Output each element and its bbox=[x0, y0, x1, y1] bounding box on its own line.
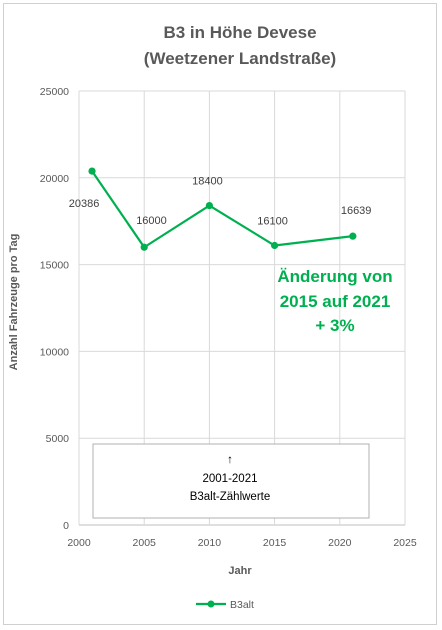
chart-title-line-1: B3 in Höhe Devese bbox=[163, 23, 316, 42]
info-box: ↑ 2001-2021 B3alt-Zählwerte bbox=[92, 443, 370, 519]
data-label: 16639 bbox=[341, 205, 372, 217]
data-label: 20386 bbox=[69, 198, 100, 210]
chart-frame: B3 in Höhe Devese (Weetzener Landstraße)… bbox=[3, 3, 437, 625]
data-point bbox=[271, 241, 279, 250]
series-b3alt bbox=[88, 167, 357, 251]
x-tick-label: 2000 bbox=[67, 537, 91, 549]
x-axis-title: Jahr bbox=[228, 565, 252, 577]
data-label: 16000 bbox=[136, 215, 167, 227]
y-tick-label: 20000 bbox=[40, 173, 69, 185]
data-label: 18400 bbox=[192, 176, 223, 188]
info-box-line-2: B3alt-Zählwerte bbox=[190, 491, 271, 503]
data-point bbox=[140, 243, 148, 251]
x-tick-label: 2010 bbox=[198, 537, 222, 549]
info-box-border bbox=[92, 443, 370, 519]
line-chart: B3 in Höhe Devese (Weetzener Landstraße)… bbox=[8, 23, 417, 611]
data-point bbox=[349, 232, 357, 240]
legend-label: B3alt bbox=[230, 599, 254, 611]
change-annotation-line-1: Änderung von bbox=[277, 267, 392, 286]
y-tick-label: 5000 bbox=[46, 433, 70, 445]
y-tick-label: 15000 bbox=[40, 260, 69, 272]
data-label: 16100 bbox=[257, 216, 288, 228]
x-tick-label: 2025 bbox=[393, 537, 417, 549]
y-axis-title: Anzahl Fahrzeuge pro Tag bbox=[8, 234, 20, 371]
legend: B3alt bbox=[196, 599, 254, 611]
y-tick-label: 0 bbox=[63, 520, 69, 532]
x-tick-labels: 2000 2005 2010 2015 2020 2025 bbox=[67, 537, 417, 549]
change-annotation-line-2: 2015 auf 2021 bbox=[280, 292, 391, 311]
y-tick-label: 10000 bbox=[40, 346, 69, 358]
info-box-line-1: 2001-2021 bbox=[203, 473, 258, 485]
data-labels: 20386 16000 18400 16100 16639 bbox=[69, 176, 372, 228]
data-point bbox=[88, 167, 96, 175]
data-point bbox=[205, 201, 213, 210]
x-tick-label: 2020 bbox=[328, 537, 352, 549]
x-tick-label: 2015 bbox=[263, 537, 287, 549]
chart-title-line-2: (Weetzener Landstraße) bbox=[144, 49, 336, 68]
change-annotation: Änderung von 2015 auf 2021 + 3% bbox=[277, 267, 392, 335]
change-annotation-line-3: + 3% bbox=[315, 316, 354, 335]
legend-point-marker bbox=[207, 600, 215, 608]
y-tick-labels: 0 5000 10000 15000 20000 25000 bbox=[40, 86, 69, 532]
info-box-arrow: ↑ bbox=[227, 454, 233, 466]
y-tick-label: 25000 bbox=[40, 86, 69, 98]
x-tick-label: 2005 bbox=[133, 537, 157, 549]
